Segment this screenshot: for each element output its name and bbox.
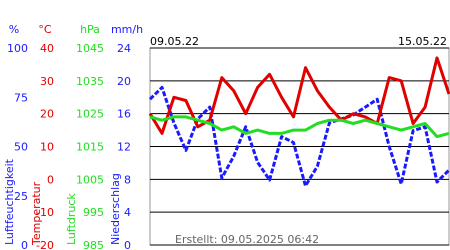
series-line [149,115,450,139]
series-line [148,85,450,188]
axis-title: Luftdruck [65,193,78,245]
axis-unit: mm/h [111,23,143,36]
y-tick-label: 24 [117,42,131,55]
y-tick-label: 0 [21,239,28,250]
y-tick-label: 25 [14,190,28,203]
y-tick-label: 10 [40,141,54,154]
y-tick-label: 20 [40,108,54,121]
axis-title: Temperatur [30,181,43,246]
y-tick-label: 995 [83,206,104,219]
y-tick-label: -20 [36,239,54,250]
y-tick-label: 4 [124,206,131,219]
y-tick-label: 16 [117,108,131,121]
y-tick-label: 30 [40,75,54,88]
x-end-label: 15.05.22 [398,35,447,48]
y-tick-label: 8 [124,173,131,186]
y-tick-label: 0 [47,173,54,186]
y-tick-label: 1035 [76,75,104,88]
y-tick-label: 40 [40,42,54,55]
axis-unit: °C [38,23,52,36]
axis-title: Niederschlag [109,173,122,245]
axis-unit: % [9,23,19,36]
y-tick-label: 50 [14,141,28,154]
y-tick-label: 100 [7,42,28,55]
y-tick-label: 1005 [76,173,104,186]
y-tick-label: 1025 [76,108,104,121]
y-tick-label: 0 [124,239,131,250]
y-tick-label: 75 [14,91,28,104]
y-tick-label: 1015 [76,141,104,154]
y-tick-label: -10 [36,206,54,219]
axis-unit: hPa [80,23,100,36]
y-tick-label: 20 [117,75,131,88]
y-tick-label: 1045 [76,42,104,55]
series-line [148,56,450,135]
x-start-label: 09.05.22 [150,35,199,48]
y-tick-label: 985 [83,239,104,250]
axis-title: Luftfeuchtigkeit [3,158,16,245]
footer: Erstellt: 09.05.2025 06:42 [175,233,319,246]
y-tick-label: 12 [117,141,131,154]
